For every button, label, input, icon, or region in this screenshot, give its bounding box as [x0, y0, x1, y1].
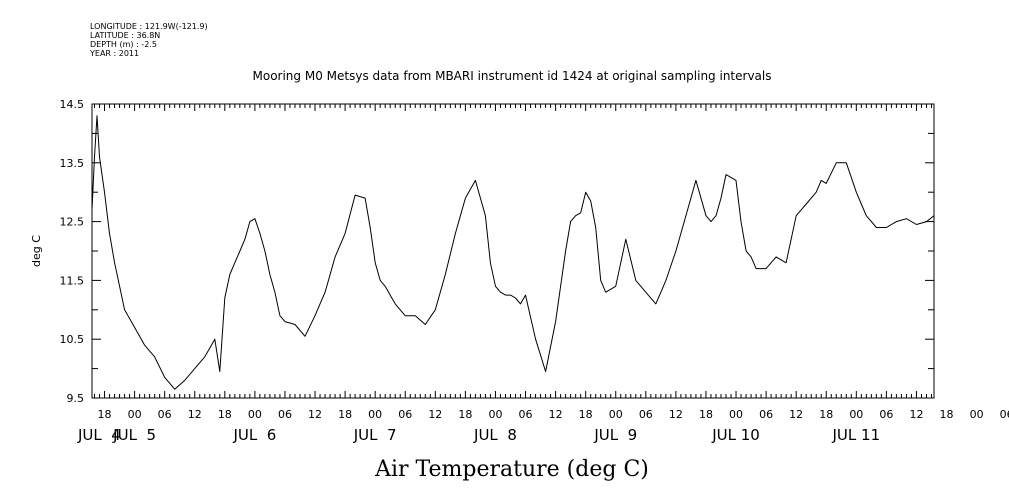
longitude-text: LONGITUDE : 121.9W(-121.9)	[90, 22, 208, 31]
x-tick-label: 18	[218, 408, 232, 421]
x-tick-label: 06	[639, 408, 653, 421]
x-tick-label: 00	[248, 408, 262, 421]
x-tick-label: 12	[909, 408, 923, 421]
day-label: JUL 8	[473, 426, 517, 444]
x-tick-label: 00	[609, 408, 623, 421]
metadata-block: LONGITUDE : 121.9W(-121.9) LATITUDE : 36…	[90, 22, 208, 58]
chart-title: Mooring M0 Metsys data from MBARI instru…	[253, 69, 772, 83]
day-label: JUL 9	[593, 426, 637, 444]
series-line-0	[91, 115, 935, 390]
x-tick-label: 18	[579, 408, 593, 421]
x-tick-label: 00	[729, 408, 743, 421]
x-tick-label: 06	[158, 408, 172, 421]
year-text: YEAR : 2011	[90, 49, 140, 58]
day-label: JUL 5	[112, 426, 156, 444]
x-tick-label: 12	[308, 408, 322, 421]
x-tick-label: 18	[458, 408, 472, 421]
y-tick-label: 14.5	[60, 98, 85, 111]
x-tick-label: 12	[789, 408, 803, 421]
x-tick-label: 12	[549, 408, 563, 421]
x-axis-label: Air Temperature (deg C)	[374, 457, 649, 482]
x-tick-label: 18	[699, 408, 713, 421]
day-label: JUL 10	[711, 426, 760, 444]
x-tick-label: 00	[368, 408, 382, 421]
x-tick-label: 00	[488, 408, 502, 421]
y-tick-label: 9.5	[67, 392, 85, 405]
day-label: JUL 7	[353, 426, 397, 444]
x-tick-label: 18	[338, 408, 352, 421]
x-tick-label: 00	[970, 408, 984, 421]
day-label: JUL 6	[232, 426, 276, 444]
plot-frame	[91, 103, 935, 399]
x-tick-label: 06	[759, 408, 773, 421]
x-tick-label: 18	[819, 408, 833, 421]
latitude-text: LATITUDE : 36.8N	[90, 31, 161, 40]
y-axis-label: deg C	[30, 235, 43, 267]
depth-text: DEPTH (m) : -2.5	[90, 40, 157, 49]
day-label: JUL 4	[77, 426, 121, 444]
axes-group: 9.5 10.5 11.5 12.5 13.5 14.5 18 00 06 12 18 00 06 12 1…	[60, 98, 1009, 444]
x-tick-label: 06	[1000, 408, 1009, 421]
x-tick-label: 18	[98, 408, 112, 421]
y-tick-label: 12.5	[60, 216, 85, 229]
x-tick-label: 18	[940, 408, 954, 421]
x-tick-label: 06	[398, 408, 412, 421]
x-tick-label: 00	[128, 408, 142, 421]
x-tick-label: 06	[879, 408, 893, 421]
y-tick-label: 13.5	[60, 157, 85, 170]
series-group	[91, 115, 935, 390]
x-tick-label: 12	[428, 408, 442, 421]
x-tick-label: 06	[278, 408, 292, 421]
y-tick-label: 11.5	[60, 274, 85, 287]
x-tick-label: 00	[849, 408, 863, 421]
x-tick-label: 12	[188, 408, 202, 421]
day-label: JUL 11	[832, 426, 881, 444]
x-tick-label: 06	[519, 408, 533, 421]
x-tick-label: 12	[669, 408, 683, 421]
y-tick-label: 10.5	[60, 333, 85, 346]
